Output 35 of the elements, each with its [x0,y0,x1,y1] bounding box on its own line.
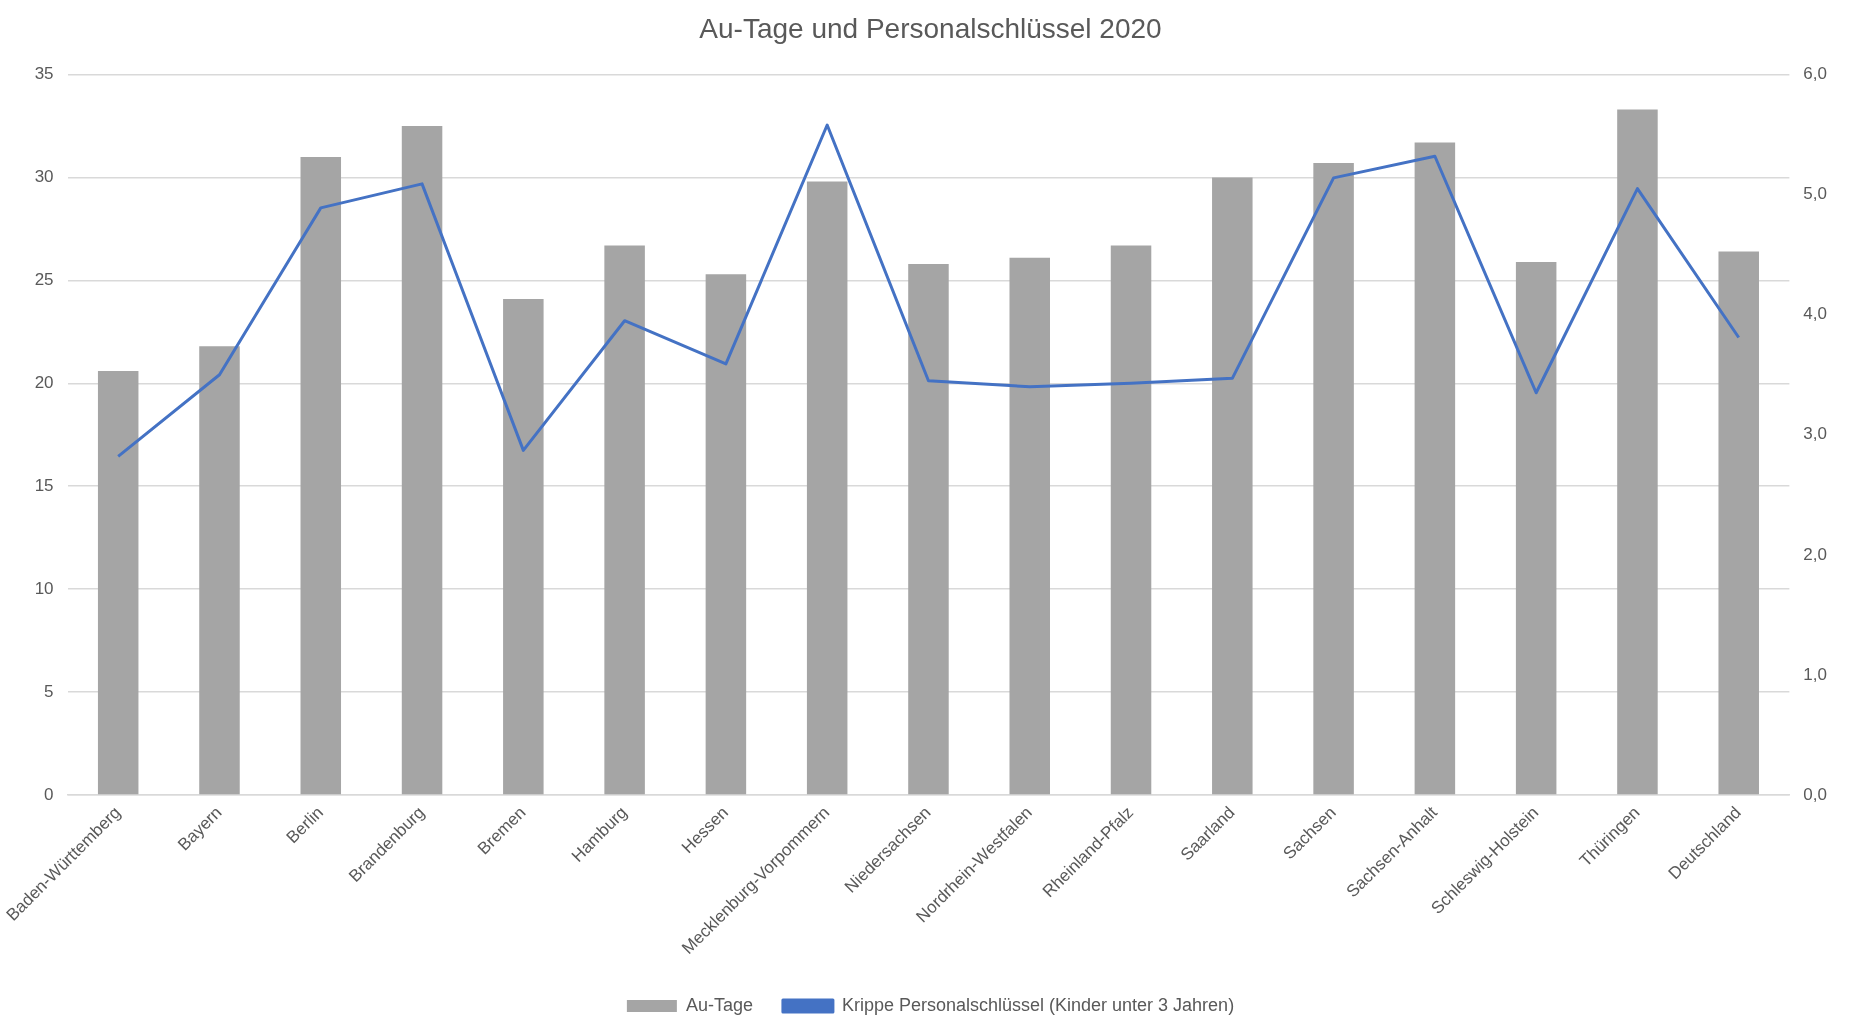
bar [300,156,342,795]
bar [1009,257,1050,795]
y-tick-label: 15 [34,475,54,495]
bar [1313,163,1354,795]
y2-tick-label: 5,0 [1803,184,1828,204]
bar [199,346,240,795]
bar [1718,251,1759,795]
bar [503,298,544,795]
bar [1212,177,1253,795]
y-tick-label: 5 [44,681,54,701]
y2-tick-label: 1,0 [1803,664,1828,684]
bar [401,126,443,795]
y2-tick-label: 0,0 [1803,784,1828,804]
y-tick-label: 25 [34,270,54,290]
legend-label: Au-Tage [685,994,753,1015]
chart-title: Au-Tage und Personalschlüssel 2020 [699,12,1162,44]
y-tick-label: 30 [34,167,54,187]
y-tick-label: 0 [44,784,54,804]
y-tick-label: 35 [34,64,54,84]
y2-tick-label: 4,0 [1803,304,1828,324]
y2-tick-label: 3,0 [1803,424,1828,444]
y-tick-label: 20 [34,373,54,392]
bar [1414,142,1456,795]
bar [97,370,139,795]
bar [908,263,949,795]
bar [705,274,747,795]
y2-tick-label: 2,0 [1803,544,1828,564]
y2-tick-label: 6,0 [1803,64,1828,84]
y-tick-label: 10 [34,578,54,598]
bar [1110,245,1152,795]
bar [1617,109,1658,795]
bar [604,245,645,795]
legend-label: Krippe Personalschlüssel (Kinder unter 3 Jahren) [841,994,1235,1015]
bar [1515,261,1557,795]
bar [806,181,848,795]
